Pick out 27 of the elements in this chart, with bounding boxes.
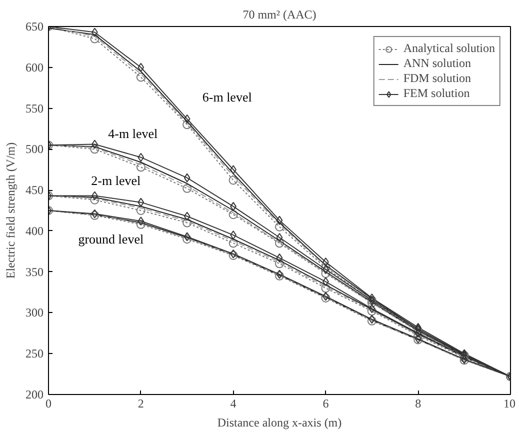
- annotation: 6-m level: [202, 89, 252, 104]
- legend-label: Analytical solution: [403, 41, 495, 56]
- x-axis-title: Distance along x-axis (m): [217, 416, 342, 430]
- annotation: ground level: [78, 232, 144, 247]
- x-tick-label: 8: [415, 396, 422, 410]
- y-tick-label: 400: [26, 224, 44, 238]
- y-tick-label: 350: [26, 264, 44, 279]
- y-tick-label: 600: [26, 60, 44, 74]
- x-tick-label: 0: [46, 396, 52, 410]
- x-tick-label: 6: [322, 396, 329, 410]
- legend-label: FEM solution: [403, 86, 470, 101]
- x-tick-label: 4: [230, 396, 236, 410]
- y-tick-label: 250: [26, 346, 44, 361]
- annotation: 2-m level: [91, 172, 142, 188]
- chart-title: 70 mm² (AAC): [242, 8, 316, 22]
- y-axis-title: Electric field strength (V/m): [4, 142, 18, 279]
- y-tick-label: 300: [26, 306, 44, 320]
- y-tick-label: 650: [26, 20, 44, 34]
- y-tick-label: 200: [26, 388, 44, 402]
- x-tick-label: 10: [504, 396, 516, 410]
- y-tick-label: 550: [26, 101, 44, 116]
- y-tick-label: 450: [26, 183, 44, 198]
- legend-label: ANN solution: [403, 56, 472, 71]
- y-tick-label: 500: [26, 142, 44, 156]
- annotation: 4-m level: [108, 126, 158, 141]
- legend-label: FDM solution: [403, 71, 472, 86]
- x-tick-label: 2: [138, 396, 144, 410]
